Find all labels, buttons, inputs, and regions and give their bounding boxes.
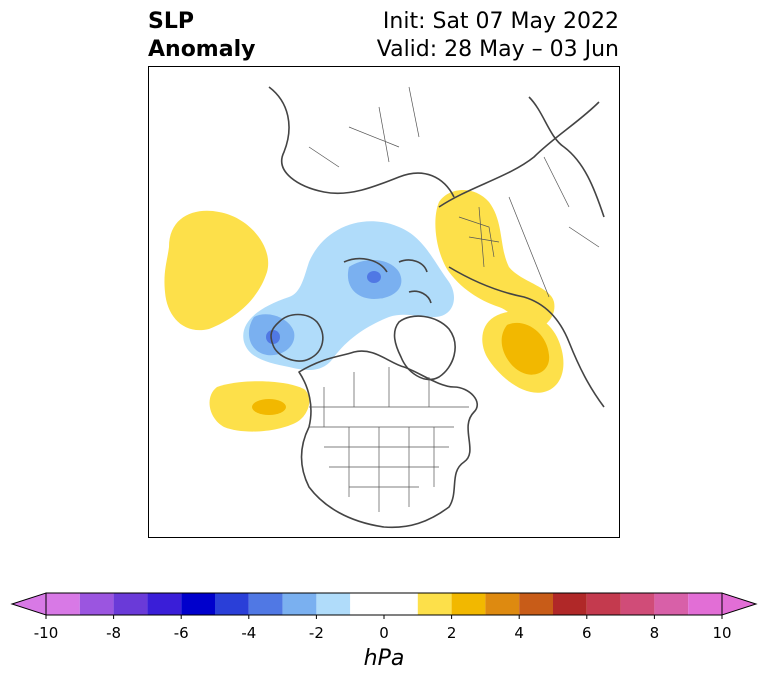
map-canvas [164,86,605,529]
valid-range: Valid: 28 May – 03 Jun [376,37,619,62]
anomaly-contours [164,189,564,432]
colorbar-tick-label: -6 [173,624,189,642]
colorbar-segment [181,593,215,615]
coastlines [268,86,605,529]
colorbar-segment [519,593,553,615]
colorbar-segment [113,593,148,615]
colorbar-segment [46,593,80,615]
colorbar-tick-label: 6 [582,624,592,642]
colorbar-segment [316,593,351,615]
colorbar-extend-max [721,592,758,616]
colorbar-tick-label: 10 [712,624,732,642]
title-line-2: Anomaly [148,37,256,62]
colorbar-segment [79,593,114,615]
anomaly-alaska-negative-core [266,330,280,344]
colorbar-segment [586,593,621,615]
colorbar-tick-label: -2 [308,624,324,642]
colorbar-segment [215,593,249,615]
anomaly-atlantic-positive-core [501,322,550,375]
anomaly-pacific-positive [164,210,269,331]
colorbar-tick-label: -8 [106,624,122,642]
colorbar-tick-label: 4 [514,624,524,642]
colorbar-tick-label: -4 [241,624,257,642]
colorbar-segment [553,593,587,615]
colorbar [10,592,758,619]
slp-anomaly-map [148,66,620,538]
anomaly-arctic-negative-core [367,271,381,283]
political-borders [308,86,600,512]
anomaly-ne-pacific-core [252,399,286,415]
anomaly-europe-positive [435,189,555,329]
colorbar-segment [417,593,452,615]
colorbar-segment [688,593,722,615]
colorbar-extend-min [10,592,47,616]
map-title: SLP Anomaly [148,8,255,64]
colorbar-segment [350,593,418,615]
colorbar-segment [485,593,520,615]
colorbar-segment [147,593,182,615]
colorbar-tick-label: 0 [379,624,389,642]
title-line-1: SLP [148,9,194,34]
colorbar-segment [620,593,655,615]
init-date: Init: Sat 07 May 2022 [382,9,619,34]
colorbar-tick-label: 2 [446,624,457,642]
colorbar-tick-label: 8 [649,624,660,642]
colorbar-unit-label: hPa [363,646,405,671]
colorbar-tick-label: -10 [33,624,59,642]
colorbar-segment [451,593,486,615]
colorbar-segment [248,593,283,615]
colorbar-segment [654,593,689,615]
colorbar-segment [282,593,317,615]
forecast-dates: Init: Sat 07 May 2022 Valid: 28 May – 03… [377,8,619,64]
anomaly-arctic-negative [243,221,454,370]
